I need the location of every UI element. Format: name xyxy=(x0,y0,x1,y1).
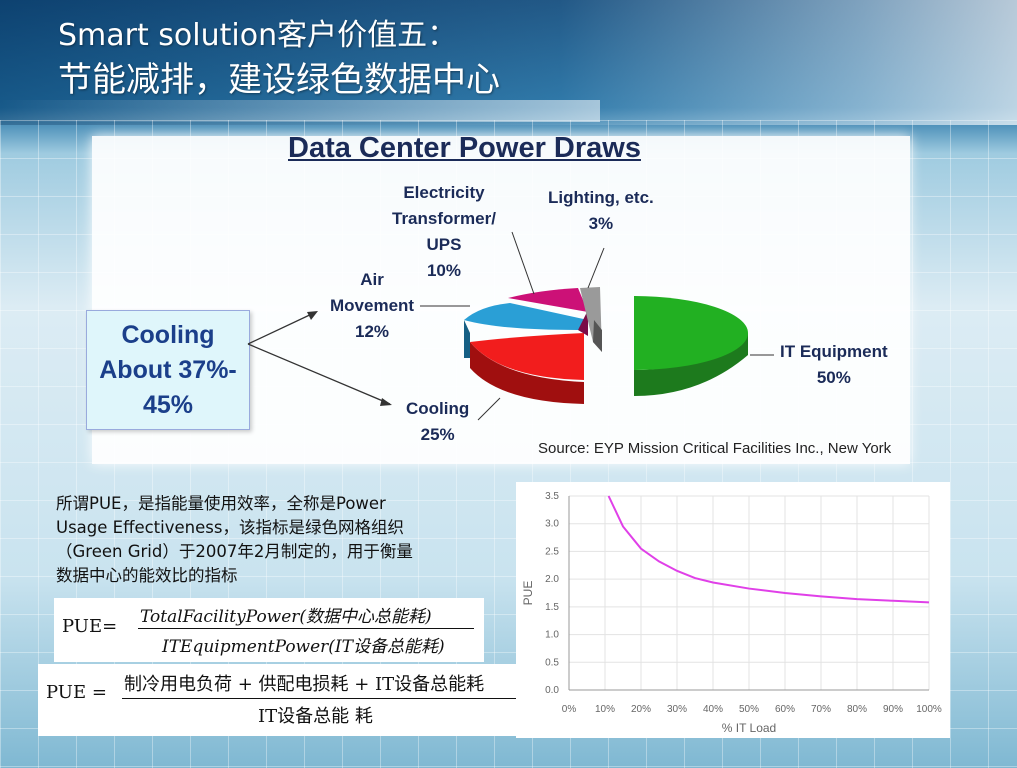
formula1-lhs: PUE= xyxy=(62,616,118,637)
leader-ups xyxy=(511,231,535,295)
x-tick-label: 60% xyxy=(775,704,795,715)
power-draws-title: Data Center Power Draws xyxy=(288,132,641,164)
callout-arrow-lower xyxy=(247,343,391,405)
pue-curve xyxy=(607,495,930,604)
pie-label-it-equipment: IT Equipment 50% xyxy=(780,342,888,387)
x-tick-label: 0% xyxy=(562,704,577,715)
y-tick-label: 2.5 xyxy=(545,546,559,557)
formula2-lhs: PUE = xyxy=(46,682,107,703)
x-tick-label: 70% xyxy=(811,704,831,715)
y-tick-label: 0.5 xyxy=(545,657,559,668)
x-tick-label: 50% xyxy=(739,704,759,715)
pie-slice-it-equipment-side xyxy=(634,296,748,396)
description-line: （Green Grid）于2007年2月制定的，用于衡量 xyxy=(56,542,413,561)
x-tick-label: 90% xyxy=(883,704,903,715)
pie-label-ups: Electricity Transformer/ UPS 10% xyxy=(392,183,496,280)
y-tick-label: 0.0 xyxy=(545,685,559,696)
pie-slice-ups xyxy=(508,288,588,312)
y-tick-label: 2.0 xyxy=(545,574,559,585)
x-tick-label: 80% xyxy=(847,704,867,715)
formula2-numerator: 制冷用电负荷 + 供配电损耗 + IT设备总能耗 xyxy=(124,674,485,695)
pie-slice-air-movement-side xyxy=(464,320,470,358)
description-line: 数据中心的能效比的指标 xyxy=(56,566,238,585)
x-tick-label: 40% xyxy=(703,704,723,715)
cooling-callout-line2: About 37%- xyxy=(99,355,237,384)
x-tick-label: 100% xyxy=(916,704,942,715)
arrowhead-lower xyxy=(380,398,392,406)
arrowhead-upper xyxy=(307,311,318,320)
x-axis-label: % IT Load xyxy=(722,721,776,735)
slide-title-line1: Smart solution客户价值五： xyxy=(58,18,458,53)
pie-slice-cooling xyxy=(470,333,584,380)
pue-description: 所谓PUE，是指能量使用效率，全称是Power Usage Effectiven… xyxy=(56,492,496,588)
y-tick-label: 1.5 xyxy=(545,602,559,613)
x-tick-label: 20% xyxy=(631,704,651,715)
leader-cooling xyxy=(477,397,501,421)
formula1-numerator: TotalFacilityPower(数据中心总能耗) xyxy=(140,607,432,627)
pie-label-lighting: Lighting, etc. 3% xyxy=(548,188,654,233)
leader-lighting xyxy=(587,247,605,289)
y-tick-label: 3.5 xyxy=(545,491,559,502)
formula1-fraction-bar xyxy=(138,628,474,629)
pie-label-cooling: Cooling 25% xyxy=(406,399,470,444)
formula2-fraction-bar xyxy=(122,698,522,699)
pue-chart-svg: 0.0 0.5 1.0 1.5 2.0 2.5 3.0 3.5 0% 10% 20% 30% 40% 50… xyxy=(521,491,942,735)
formula1-denominator: ITEquipmentPower(IT设备总能耗) xyxy=(162,637,445,657)
y-tick-label: 3.0 xyxy=(545,519,559,530)
pie-slice-it-equipment xyxy=(634,296,748,370)
callout-arrow-upper xyxy=(247,311,317,345)
slide-title-line2: 节能减排，建设绿色数据中心 xyxy=(58,60,500,100)
pie-slice-cooling-side xyxy=(470,342,584,404)
formula2-denominator: IT设备总能 耗 xyxy=(258,706,373,727)
x-tick-label: 10% xyxy=(595,704,615,715)
pue-formula-english: PUE= TotalFacilityPower(数据中心总能耗) ITEquip… xyxy=(54,598,484,662)
y-axis-label: PUE xyxy=(521,581,535,606)
description-line: 所谓PUE，是指能量使用效率，全称是Power xyxy=(56,494,386,513)
title-underline-bar xyxy=(0,100,600,122)
cooling-callout-line3: 45% xyxy=(142,390,194,419)
pie-slice-lighting-side xyxy=(593,320,602,352)
x-tick-label: 30% xyxy=(667,704,687,715)
pie-label-air-movement: Air Movement 12% xyxy=(330,270,415,341)
y-tick-label: 1.0 xyxy=(545,630,559,641)
pie-slice-ups-side xyxy=(578,310,588,336)
pue-formula-chinese: PUE = 制冷用电负荷 + 供配电损耗 + IT设备总能耗 IT设备总能 耗 xyxy=(38,664,524,736)
cooling-callout-line1: Cooling xyxy=(121,320,215,349)
power-chart-source: Source: EYP Mission Critical Facilities … xyxy=(538,440,892,457)
pue-load-chart: 0.0 0.5 1.0 1.5 2.0 2.5 3.0 3.5 0% 10% 20% 30% 40% 50… xyxy=(516,482,950,738)
description-line: Usage Effectiveness，该指标是绿色网格组织 xyxy=(56,518,404,537)
cooling-callout-box: Cooling About 37%- 45% xyxy=(86,310,250,430)
pie-slice-air-movement xyxy=(464,303,588,330)
